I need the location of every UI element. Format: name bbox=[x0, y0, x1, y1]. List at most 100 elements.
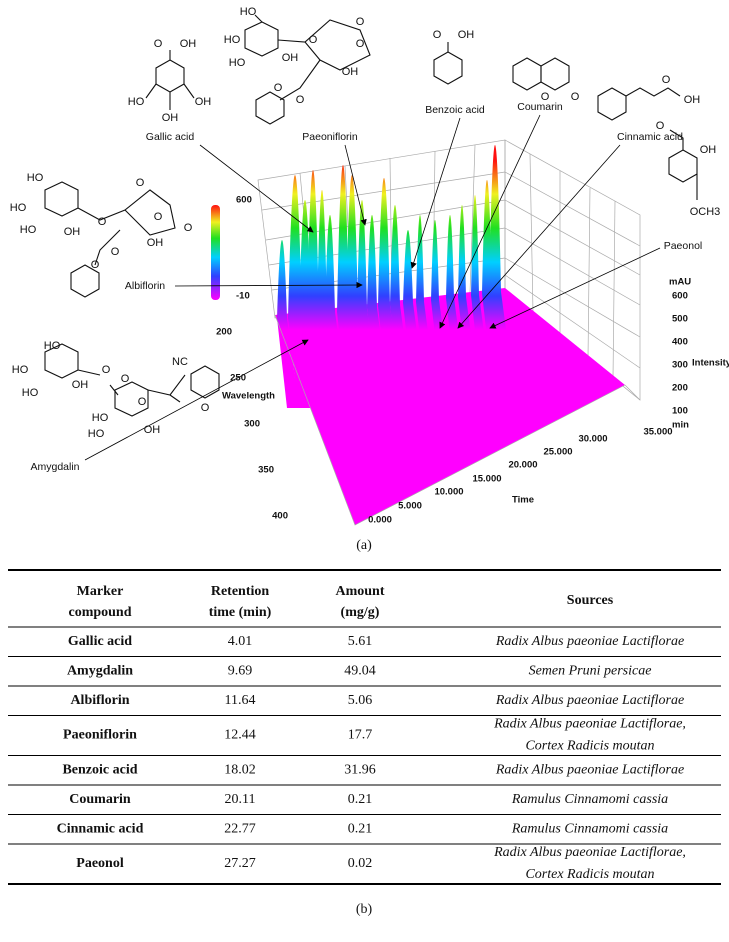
intensity-tick: 400 bbox=[672, 337, 688, 348]
compound-cell: Coumarin bbox=[69, 792, 131, 807]
compound-label: Cinnamic acid bbox=[617, 131, 683, 143]
amount-cell: 31.96 bbox=[344, 762, 376, 777]
intensity-tick: 300 bbox=[672, 360, 688, 371]
amount-cell: 5.06 bbox=[348, 693, 373, 708]
atom-label: OH bbox=[64, 226, 81, 238]
atom-label: OH bbox=[684, 94, 701, 106]
atom-label: O bbox=[154, 38, 163, 50]
intensity-tick: 500 bbox=[672, 314, 688, 325]
retention-cell: 11.64 bbox=[225, 693, 256, 708]
arrow bbox=[439, 114, 541, 329]
structures bbox=[44, 14, 698, 417]
colorbar bbox=[211, 205, 220, 300]
atom-label: O bbox=[309, 34, 318, 46]
arrow bbox=[489, 247, 661, 329]
arrow bbox=[174, 281, 363, 289]
source-cell: Radix Albus paeoniae Lactiflorae bbox=[495, 762, 684, 777]
peak bbox=[431, 220, 451, 390]
compound-cell: Gallic acid bbox=[68, 634, 132, 649]
compound-label: Paeonol bbox=[664, 240, 703, 252]
atom-label: HO bbox=[224, 34, 241, 46]
atom-label: O bbox=[571, 91, 580, 103]
compound-cell: Benzoic acid bbox=[62, 762, 137, 777]
peak bbox=[277, 240, 299, 408]
atom-label: HO bbox=[240, 6, 257, 18]
compound-cell: Albiflorin bbox=[70, 693, 129, 708]
time-tick: 15.000 bbox=[472, 474, 501, 485]
atom-label: O bbox=[121, 373, 130, 385]
atom-label: HO bbox=[12, 364, 29, 376]
compound-label: Albiflorin bbox=[125, 280, 165, 292]
atom-label: O bbox=[184, 222, 193, 234]
source-cell: Radix Albus paeoniae Lactiflorae bbox=[495, 634, 684, 649]
source-cell: Cortex Radicis moutan bbox=[525, 867, 654, 882]
atom-label: O bbox=[541, 91, 550, 103]
atom-label: OH bbox=[144, 424, 161, 436]
compound-label: Amygdalin bbox=[30, 461, 79, 473]
atom-label: OH bbox=[700, 144, 717, 156]
wavelength-tick: 300 bbox=[244, 419, 260, 430]
peak bbox=[403, 230, 425, 393]
compound-label: Paeoniflorin bbox=[302, 131, 358, 143]
compound-cell: Cinnamic acid bbox=[57, 821, 144, 836]
atom-label: O bbox=[662, 74, 671, 86]
atom-label: OH bbox=[180, 38, 197, 50]
time-tick: 30.000 bbox=[578, 434, 607, 445]
atom-label: O bbox=[98, 216, 107, 228]
atom-label: HO bbox=[88, 428, 105, 440]
arrows bbox=[84, 114, 661, 461]
retention-cell: 12.44 bbox=[224, 728, 256, 743]
amount-cell: 0.21 bbox=[348, 821, 373, 836]
time-unit: min bbox=[672, 420, 689, 431]
caption: (a) bbox=[356, 538, 372, 553]
atom-label: O bbox=[91, 259, 100, 271]
atom-label: O bbox=[433, 29, 442, 41]
atom-label: NC bbox=[172, 356, 188, 368]
compound-cell: Paeonol bbox=[76, 856, 124, 871]
time-tick: 25.000 bbox=[543, 447, 572, 458]
time-tick: 0.000 bbox=[368, 515, 392, 526]
peak bbox=[357, 200, 379, 399]
amount-cell: 17.7 bbox=[348, 728, 373, 743]
peak bbox=[346, 175, 370, 400]
source-cell: Radix Albus paeoniae Lactiflorae, bbox=[493, 717, 686, 732]
retention-cell: 27.27 bbox=[224, 856, 256, 871]
wavelength-label: Wavelength bbox=[222, 391, 275, 402]
intensity-tick: 600 bbox=[672, 291, 688, 302]
caption: (b) bbox=[356, 902, 373, 917]
atom-label: O bbox=[656, 120, 665, 132]
colorbar-min: -10 bbox=[236, 291, 250, 302]
atom-label: OCH3 bbox=[690, 206, 721, 218]
peak bbox=[482, 180, 504, 383]
arrow bbox=[84, 339, 309, 461]
source-cell: Ramulus Cinnamomi cassia bbox=[511, 792, 668, 807]
atom-label: HO bbox=[20, 224, 37, 236]
amount-cell: 0.21 bbox=[348, 792, 373, 807]
peak bbox=[337, 165, 361, 402]
atom-label: OH bbox=[342, 66, 359, 78]
arrow bbox=[344, 144, 367, 226]
atom-label: O bbox=[274, 82, 283, 94]
atom-label: HO bbox=[92, 412, 109, 424]
peak bbox=[367, 215, 389, 398]
time-label: Time bbox=[512, 495, 534, 506]
compound-cell: Amygdalin bbox=[67, 663, 133, 678]
intensity-tick: 200 bbox=[672, 383, 688, 394]
peak bbox=[317, 190, 339, 404]
table-header: Retention bbox=[211, 584, 270, 599]
atom-label: HO bbox=[229, 57, 246, 69]
intensity-label: Intensity bbox=[692, 358, 729, 369]
source-cell: Radix Albus paeoniae Lactiflorae bbox=[495, 693, 684, 708]
table-header: Sources bbox=[567, 593, 614, 608]
amount-cell: 5.61 bbox=[348, 634, 373, 649]
atom-label: HO bbox=[44, 340, 61, 352]
source-cell: Ramulus Cinnamomi cassia bbox=[511, 821, 668, 836]
compound-label: Gallic acid bbox=[146, 131, 195, 143]
source-cell: Semen Pruni persicae bbox=[529, 663, 652, 678]
time-tick: 10.000 bbox=[434, 487, 463, 498]
intensity-tick: 100 bbox=[672, 406, 688, 417]
atom-label: O bbox=[136, 177, 145, 189]
peak bbox=[416, 215, 436, 392]
wavelength-tick: 400 bbox=[272, 511, 288, 522]
